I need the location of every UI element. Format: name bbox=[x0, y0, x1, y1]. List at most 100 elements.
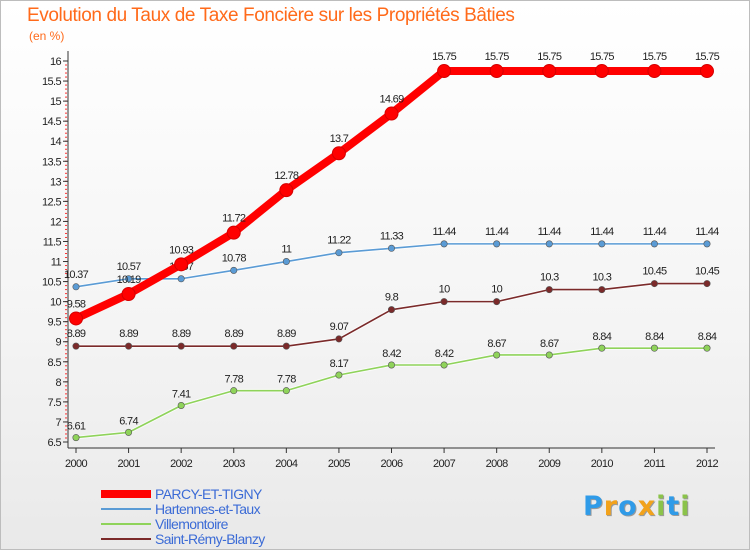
data-point bbox=[335, 249, 343, 257]
y-axis-minor-tick bbox=[65, 377, 67, 379]
x-tick-label: 2008 bbox=[486, 458, 509, 470]
y-axis-minor-tick bbox=[65, 357, 67, 359]
data-label: 11.44 bbox=[643, 226, 667, 238]
data-point bbox=[72, 342, 80, 350]
data-point bbox=[650, 344, 658, 352]
y-axis-minor-tick bbox=[65, 345, 67, 347]
data-label: 8.67 bbox=[540, 338, 559, 350]
data-label: 15.75 bbox=[432, 51, 457, 63]
data-label: 8.84 bbox=[645, 331, 664, 343]
y-axis-minor-tick bbox=[65, 293, 67, 295]
legend-item: PARCY-ET-TIGNY bbox=[101, 487, 361, 502]
y-axis-minor-tick bbox=[65, 216, 67, 218]
data-label: 13.7 bbox=[330, 133, 349, 145]
data-point bbox=[69, 311, 83, 326]
y-tick-label: 7.5 bbox=[48, 397, 62, 409]
x-tick-label: 2006 bbox=[380, 458, 403, 470]
y-axis-minor-tick bbox=[65, 297, 67, 299]
data-label: 8.89 bbox=[172, 328, 191, 340]
y-axis-minor-tick bbox=[65, 112, 67, 114]
y-axis-minor-tick bbox=[65, 248, 67, 250]
data-point bbox=[335, 335, 343, 343]
y-tick-label: 15.5 bbox=[42, 76, 61, 88]
y-axis-minor-tick bbox=[65, 68, 67, 70]
data-point bbox=[703, 240, 711, 248]
data-label: 7.78 bbox=[277, 374, 296, 386]
y-axis-minor-tick bbox=[65, 253, 67, 255]
data-label: 10.93 bbox=[169, 244, 194, 256]
data-label: 6.74 bbox=[119, 415, 138, 427]
data-point bbox=[72, 283, 80, 291]
data-point bbox=[598, 240, 606, 248]
y-axis-minor-tick bbox=[65, 164, 67, 166]
y-axis-minor-tick bbox=[65, 425, 67, 427]
y-axis-minor-tick bbox=[65, 132, 67, 134]
y-axis-minor-tick bbox=[65, 196, 67, 198]
data-point bbox=[647, 64, 662, 79]
data-label: 8.89 bbox=[119, 328, 138, 340]
data-label: 10 bbox=[491, 284, 502, 296]
y-axis-minor-tick bbox=[65, 389, 67, 391]
data-label: 8.67 bbox=[487, 338, 506, 350]
y-tick-label: 14 bbox=[50, 136, 62, 148]
legend-label: Hartennes-et-Taux bbox=[155, 501, 261, 517]
data-point bbox=[335, 371, 343, 379]
data-point bbox=[230, 342, 238, 350]
data-point bbox=[282, 258, 290, 266]
y-tick-label: 15 bbox=[50, 96, 62, 108]
data-label: 8.84 bbox=[593, 331, 612, 343]
data-label: 8.89 bbox=[67, 328, 86, 340]
logo-letter: x bbox=[637, 491, 657, 522]
data-point bbox=[650, 240, 658, 248]
y-tick-label: 9.5 bbox=[48, 317, 62, 329]
data-point bbox=[121, 287, 136, 302]
data-point bbox=[703, 344, 711, 352]
legend-item: Villemontoire bbox=[101, 517, 361, 532]
y-tick-label: 11 bbox=[51, 257, 62, 269]
y-axis-minor-tick bbox=[65, 204, 67, 206]
x-tick-label: 2002 bbox=[170, 458, 193, 470]
y-axis-minor-tick bbox=[65, 409, 67, 411]
data-point bbox=[125, 428, 133, 436]
y-tick-label: 13 bbox=[50, 176, 62, 188]
chart-legend: PARCY-ET-TIGNY Hartennes-et-Taux Villemont… bbox=[101, 487, 361, 547]
data-point bbox=[545, 240, 553, 248]
y-axis-minor-tick bbox=[65, 176, 67, 178]
y-axis-minor-tick bbox=[65, 136, 67, 138]
y-axis-minor-tick bbox=[65, 349, 67, 351]
y-axis-minor-tick bbox=[65, 232, 67, 234]
y-axis-minor-tick bbox=[65, 92, 67, 94]
y-axis-minor-tick bbox=[65, 152, 67, 154]
line-chart: 6.5 7 7.5 8 8.5 9 9.5 10 10.5 11 11.5 12 12.5 13 13.5 1… bbox=[42, 51, 720, 470]
y-tick-label: 12 bbox=[50, 216, 62, 228]
data-point bbox=[493, 351, 501, 359]
legend-label: PARCY-ET-TIGNY bbox=[155, 486, 262, 502]
data-point bbox=[177, 275, 185, 283]
y-axis-minor-tick bbox=[65, 337, 67, 339]
data-label: 11.44 bbox=[485, 226, 509, 238]
legend-item: Saint-Rémy-Blanzy bbox=[101, 532, 361, 547]
data-point bbox=[437, 64, 452, 79]
logo-letter: t bbox=[666, 491, 681, 522]
data-point bbox=[598, 286, 606, 294]
data-point bbox=[387, 306, 395, 314]
y-axis-minor-tick bbox=[65, 88, 67, 90]
y-axis-minor-tick bbox=[65, 108, 67, 110]
y-axis-minor-tick bbox=[65, 148, 67, 150]
data-point bbox=[703, 280, 711, 288]
y-axis-minor-tick bbox=[65, 353, 67, 355]
logo-letter: i bbox=[656, 491, 667, 522]
x-tick-label: 2012 bbox=[696, 458, 719, 470]
y-tick-label: 7 bbox=[55, 417, 61, 429]
y-axis-minor-tick bbox=[65, 313, 67, 315]
legend-swatch bbox=[101, 508, 151, 510]
x-tick-label: 2007 bbox=[433, 458, 456, 470]
data-point bbox=[384, 106, 399, 121]
y-axis-minor-tick bbox=[65, 369, 67, 371]
data-point bbox=[230, 266, 238, 274]
y-axis-minor-tick bbox=[65, 172, 67, 174]
y-axis-minor-tick bbox=[65, 437, 67, 439]
data-point bbox=[440, 240, 448, 248]
x-tick-label: 2009 bbox=[538, 458, 561, 470]
y-axis-minor-tick bbox=[65, 168, 67, 170]
